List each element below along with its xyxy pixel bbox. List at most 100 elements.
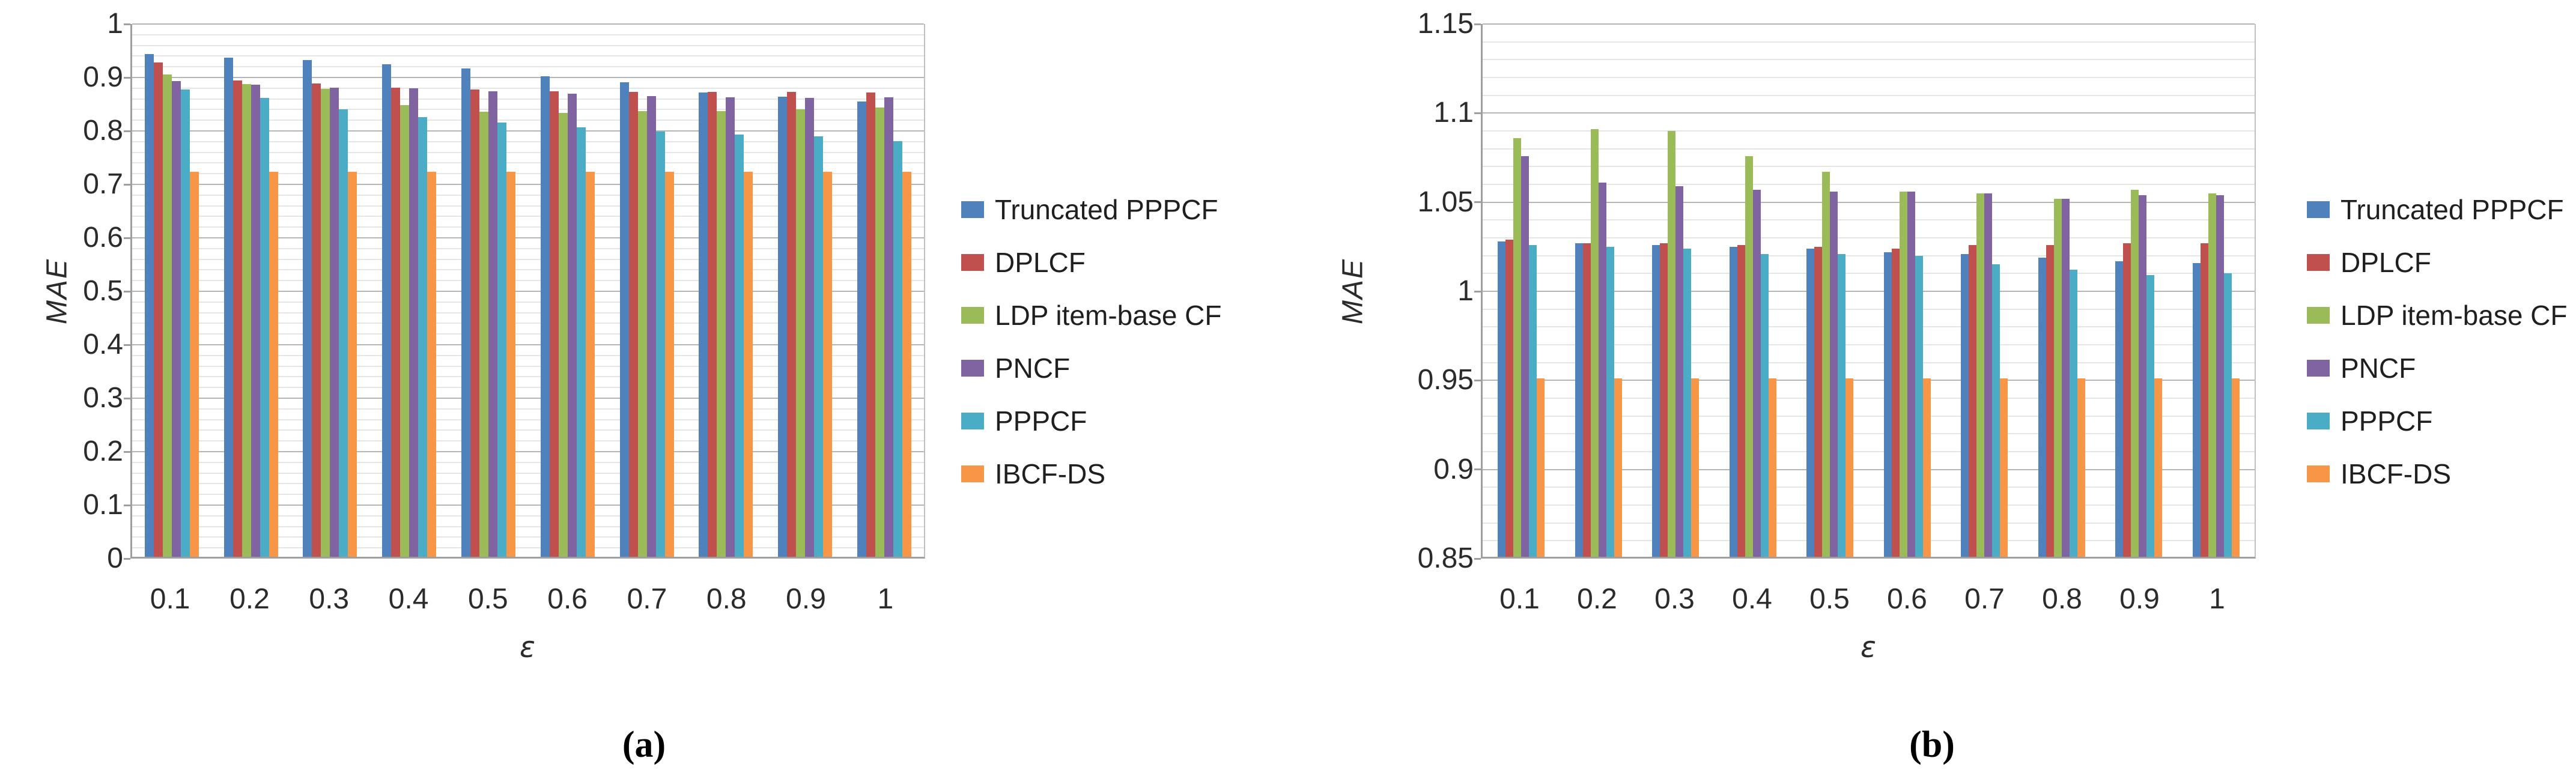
minor-gridline xyxy=(1483,505,2255,506)
legend: Truncated PPPCF DPLCF LDP item-base CF PNCF… xyxy=(961,194,1222,512)
plot-area xyxy=(130,23,925,559)
x-tick-label: 0.6 xyxy=(1887,583,1927,615)
bar xyxy=(2046,244,2054,557)
bar xyxy=(1961,253,1969,557)
bar-group xyxy=(1791,24,1869,557)
minor-gridline xyxy=(132,419,924,420)
bar xyxy=(655,132,665,557)
minor-gridline xyxy=(132,494,924,496)
caption-b: (b) xyxy=(1909,724,1955,765)
bar xyxy=(744,172,753,557)
bar xyxy=(409,88,419,557)
bar xyxy=(1521,156,1530,557)
minor-gridline xyxy=(132,515,924,517)
bar xyxy=(339,109,348,557)
y-tick-mark xyxy=(124,237,130,239)
legend: Truncated PPPCF DPLCF LDP item-base CF PNCF… xyxy=(2307,194,2568,512)
minor-gridline xyxy=(1483,540,2255,542)
bar xyxy=(2231,378,2240,557)
bar xyxy=(857,101,867,557)
minor-gridline xyxy=(132,312,924,314)
minor-gridline xyxy=(132,87,924,89)
bar xyxy=(461,68,471,557)
major-gridline xyxy=(132,130,924,132)
y-tick-label: 0.5 xyxy=(83,275,123,307)
bar xyxy=(1575,243,1583,557)
major-gridline xyxy=(132,237,924,238)
y-tick-mark xyxy=(1474,201,1481,204)
bar xyxy=(1806,248,1815,557)
y-tick-label: 1.15 xyxy=(1417,8,1474,40)
bar-group xyxy=(687,24,766,557)
minor-gridline xyxy=(1483,433,2255,435)
bar-group xyxy=(1637,24,1715,557)
bar xyxy=(2208,193,2216,557)
bar xyxy=(400,105,410,557)
legend-swatch xyxy=(961,307,984,324)
y-tick-mark xyxy=(1474,112,1481,114)
y-tick-mark xyxy=(1474,557,1481,560)
bar-group xyxy=(607,24,687,557)
y-tick-label: 1 xyxy=(1457,275,1474,307)
bar xyxy=(778,96,788,557)
minor-gridline xyxy=(132,98,924,100)
minor-gridline xyxy=(132,109,924,111)
minor-gridline xyxy=(132,226,924,228)
legend-item: LDP item-base CF xyxy=(961,300,1222,331)
legend-swatch xyxy=(961,201,984,218)
legend-swatch xyxy=(961,254,984,271)
bar xyxy=(619,82,629,557)
minor-gridline xyxy=(132,280,924,282)
bar xyxy=(1529,244,1537,557)
bar xyxy=(312,83,321,557)
bar xyxy=(1814,246,1823,557)
x-tick-label: 0.2 xyxy=(1577,583,1617,615)
y-tick-mark xyxy=(124,76,130,79)
bar xyxy=(637,111,647,557)
bar-groups xyxy=(132,24,924,557)
x-tick-label: 0.8 xyxy=(706,583,747,615)
x-tick-label: 0.6 xyxy=(547,583,588,615)
bar xyxy=(303,60,312,557)
y-tick-label: 0.95 xyxy=(1417,364,1474,396)
major-gridline xyxy=(132,505,924,506)
legend-label: PNCF xyxy=(995,353,1071,384)
y-tick-label: 1.1 xyxy=(1433,97,1474,129)
bar xyxy=(2000,378,2008,557)
bar xyxy=(735,134,744,557)
bar xyxy=(1992,264,2000,557)
bar xyxy=(2223,273,2232,557)
y-tick-label: 0.85 xyxy=(1417,542,1474,574)
x-axis-title: ε xyxy=(1861,631,1876,664)
bar xyxy=(1683,248,1692,557)
y-tick-mark xyxy=(124,504,130,506)
minor-gridline xyxy=(132,44,924,46)
bar xyxy=(470,89,480,557)
legend-item: PNCF xyxy=(2307,353,2568,384)
major-gridline xyxy=(132,184,924,185)
legend-item: PPPCF xyxy=(2307,405,2568,437)
minor-gridline xyxy=(1483,77,2255,78)
bar xyxy=(576,127,586,557)
legend-label: IBCF-DS xyxy=(2341,458,2451,490)
y-tick-mark xyxy=(124,397,130,399)
minor-gridline xyxy=(1483,237,2255,238)
minor-gridline xyxy=(132,194,924,196)
minor-gridline xyxy=(1483,94,2255,96)
major-gridline xyxy=(1483,468,2255,470)
y-tick-mark xyxy=(124,450,130,453)
legend-swatch xyxy=(961,413,984,429)
minor-gridline xyxy=(132,216,924,217)
x-axis-title: ε xyxy=(520,631,535,664)
bar xyxy=(1590,129,1599,557)
bar xyxy=(2077,378,2085,557)
y-tick-label: 1 xyxy=(107,8,123,40)
bar xyxy=(1614,378,1622,557)
minor-gridline xyxy=(132,408,924,410)
bar xyxy=(1513,138,1522,557)
y-tick-mark xyxy=(124,290,130,292)
major-gridline xyxy=(132,398,924,399)
y-tick-label: 0.1 xyxy=(83,489,123,521)
legend-item: LDP item-base CF xyxy=(2307,300,2568,331)
bar xyxy=(1691,378,1700,557)
